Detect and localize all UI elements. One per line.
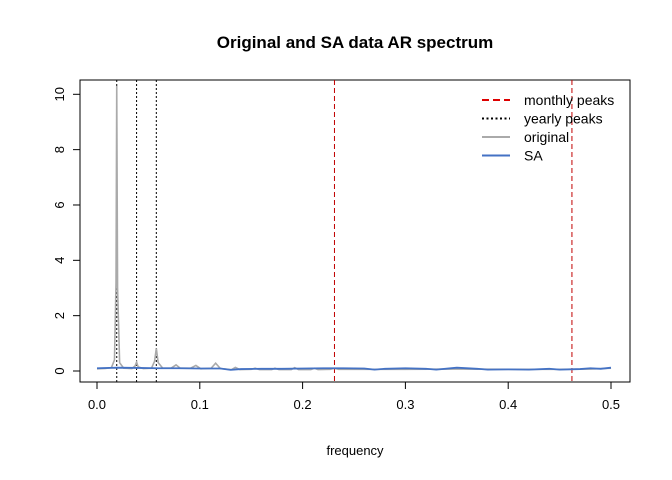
legend-label-1: yearly peaks — [524, 111, 603, 127]
y-tick-label-1: 2 — [52, 312, 67, 319]
series-layer — [96, 85, 612, 371]
legend-label-2: original — [524, 129, 569, 145]
x-tick-label-0: 0.0 — [88, 397, 106, 412]
y-tick-label-3: 6 — [52, 201, 67, 208]
x-tick-label-4: 0.4 — [499, 397, 517, 412]
x-tick-label-1: 0.1 — [191, 397, 209, 412]
x-axis-label: frequency — [326, 443, 384, 458]
series-line-sa — [96, 366, 612, 371]
y-tick-label-5: 10 — [52, 87, 67, 101]
legend: monthly peaks yearly peaks original SA — [482, 92, 614, 164]
y-tick-label-0: 0 — [52, 367, 67, 374]
reference-lines — [116, 80, 573, 382]
legend-label-0: monthly peaks — [524, 92, 614, 108]
y-axis: 0 2 4 6 8 10 — [52, 87, 81, 375]
legend-label-3: SA — [524, 148, 543, 164]
y-tick-label-2: 4 — [52, 257, 67, 264]
x-axis: 0.0 0.1 0.2 0.3 0.4 0.5 — [88, 381, 620, 412]
x-tick-label-2: 0.2 — [294, 397, 312, 412]
y-tick-label-4: 8 — [52, 146, 67, 153]
chart-title: Original and SA data AR spectrum — [217, 33, 493, 52]
x-tick-label-5: 0.5 — [602, 397, 620, 412]
x-tick-label-3: 0.3 — [396, 397, 414, 412]
